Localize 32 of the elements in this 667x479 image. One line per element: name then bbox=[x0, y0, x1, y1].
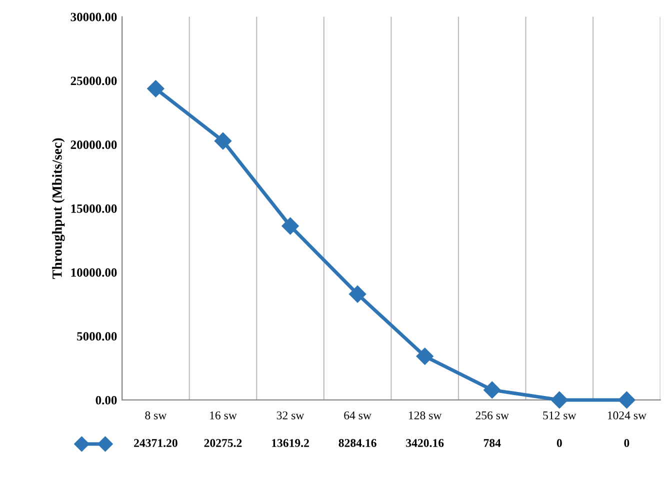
point bbox=[484, 381, 501, 398]
x-tick-label: 512 sw bbox=[543, 411, 576, 420]
data-label: 784 bbox=[484, 439, 501, 447]
point bbox=[618, 391, 636, 409]
data-label: 3420.16 bbox=[406, 439, 444, 448]
y-tick-label: 30000.00 bbox=[70, 12, 117, 22]
data-label: 13619.2 bbox=[272, 439, 309, 448]
point bbox=[147, 80, 164, 98]
x-tick-label: 64 sw bbox=[344, 411, 372, 420]
point bbox=[282, 217, 299, 235]
y-tick-label: 5000.00 bbox=[77, 332, 117, 341]
data-label: 0 bbox=[624, 439, 630, 447]
y-tick-label: 0.00 bbox=[96, 396, 117, 404]
y-tick-label: 20000.00 bbox=[70, 140, 117, 150]
data-label: 24371.20 bbox=[134, 439, 178, 448]
point bbox=[214, 132, 232, 150]
x-tick-label: 128 sw bbox=[408, 411, 442, 420]
x-tick-label: 8 sw bbox=[145, 411, 167, 420]
point bbox=[416, 348, 434, 365]
point bbox=[550, 391, 568, 409]
x-tick-label: 16 sw bbox=[210, 411, 237, 420]
y-tick-label: 10000.00 bbox=[71, 268, 117, 277]
x-tick-label: 256 sw bbox=[476, 411, 509, 420]
data-label: 20275.2 bbox=[204, 439, 242, 448]
x-tick-label: 1024 sw bbox=[608, 411, 646, 420]
data-label: 8284.16 bbox=[338, 439, 376, 448]
y-axis-title: Throughput (Mbits/sec) bbox=[52, 138, 65, 279]
point bbox=[349, 286, 366, 303]
y-tick-label: 15000.00 bbox=[71, 204, 117, 213]
x-tick-label: 32 sw bbox=[276, 411, 304, 420]
y-tick-label: 25000.00 bbox=[70, 76, 117, 86]
data-label: 0 bbox=[556, 439, 562, 447]
